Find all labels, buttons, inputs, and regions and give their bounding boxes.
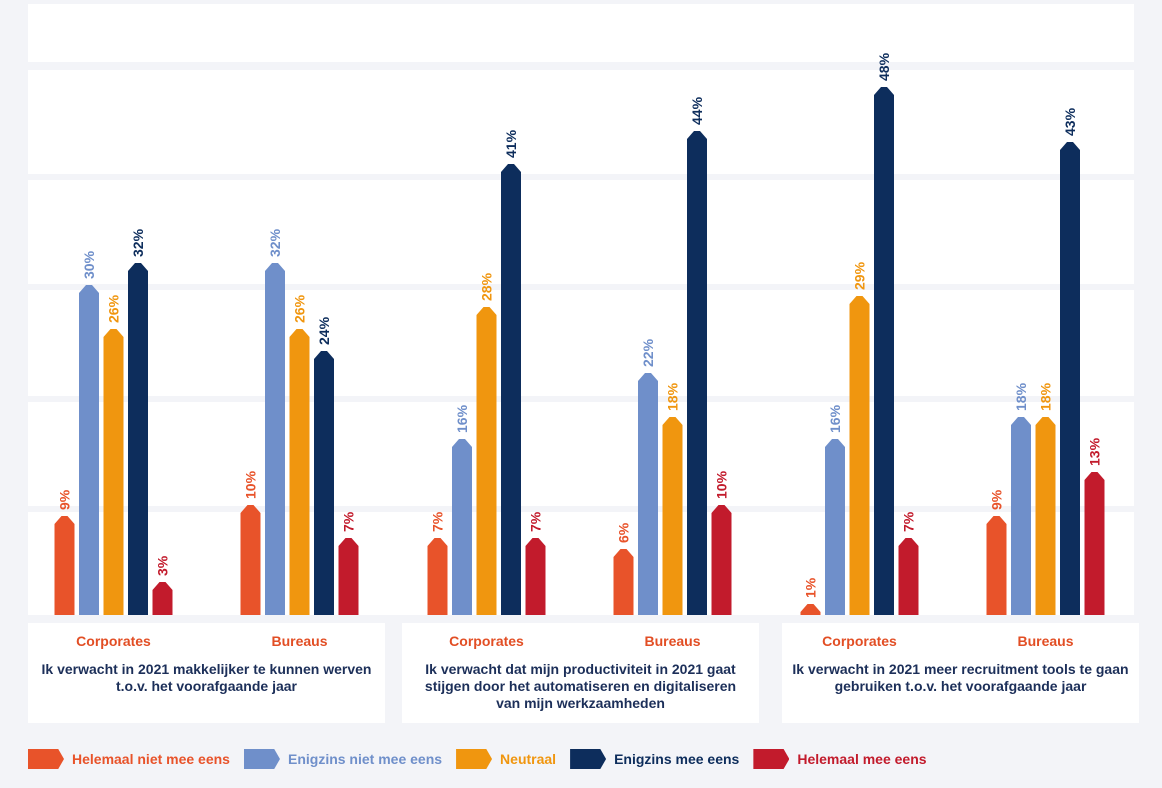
data-label: 32% — [267, 228, 283, 257]
bar — [338, 538, 359, 615]
data-label: 18% — [665, 382, 681, 411]
bar — [152, 582, 173, 615]
bar — [54, 516, 75, 615]
panel-caption: Corporates Bureaus Ik verwacht dat mijn pr… — [402, 623, 759, 723]
data-label: 24% — [316, 316, 332, 345]
legend-swatch — [243, 749, 280, 769]
legend-label: Helemaal niet mee eens — [72, 751, 230, 767]
bar — [1035, 417, 1056, 615]
data-label: 26% — [292, 294, 308, 323]
data-label: 7% — [341, 511, 357, 532]
legend-label: Helemaal mee eens — [797, 751, 927, 767]
legend-item: Helemaal niet mee eens — [28, 749, 230, 769]
bar — [476, 307, 497, 615]
bar — [452, 439, 472, 615]
data-label: 18% — [1038, 382, 1054, 411]
data-label: 18% — [1013, 382, 1029, 411]
group-label: Bureaus — [271, 633, 328, 649]
grid-band — [28, 70, 1134, 174]
panel-title: Ik verwacht in 2021 meer recruitment too… — [792, 661, 1129, 694]
data-label: 43% — [1062, 107, 1078, 136]
bar — [427, 538, 448, 615]
data-label: 1% — [803, 577, 819, 598]
panel-caption: Corporates Bureaus Ik verwacht in 2021 mee… — [782, 623, 1139, 723]
data-label: 13% — [1087, 437, 1103, 466]
legend-item: Helemaal mee eens — [753, 749, 927, 769]
grid-band — [28, 290, 1134, 396]
legend: Helemaal niet mee eens Enigzins niet mee … — [28, 746, 941, 772]
data-label: 10% — [243, 470, 259, 499]
bar — [265, 263, 285, 615]
data-label: 10% — [714, 470, 730, 499]
group-label: Bureaus — [1017, 633, 1074, 649]
bar — [898, 538, 919, 615]
bar — [240, 505, 261, 615]
bar — [662, 417, 683, 615]
bar — [128, 263, 148, 615]
data-label: 6% — [616, 522, 632, 543]
data-label: 7% — [430, 511, 446, 532]
group-label: Corporates — [822, 633, 897, 649]
data-label: 26% — [106, 294, 122, 323]
data-label: 16% — [827, 404, 843, 433]
bar — [103, 329, 124, 615]
data-label: 28% — [479, 272, 495, 301]
data-label: 48% — [876, 52, 892, 81]
legend-swatch — [456, 749, 493, 769]
panel-title: Ik verwacht dat mijn productiviteit in 2… — [424, 661, 737, 711]
data-label: 41% — [503, 129, 519, 158]
panel-caption: Corporates Bureaus Ik verwacht in 2021 mak… — [28, 623, 385, 723]
bar — [1011, 417, 1031, 615]
data-label: 29% — [852, 261, 868, 290]
grid-band — [28, 402, 1134, 506]
legend-swatch — [28, 749, 64, 769]
data-label: 7% — [528, 511, 544, 532]
bar — [986, 516, 1007, 615]
bar — [314, 351, 334, 615]
data-label: 9% — [989, 489, 1005, 510]
bar — [874, 87, 894, 615]
data-label: 22% — [640, 338, 656, 367]
group-label: Corporates — [76, 633, 151, 649]
legend-item: Enigzins niet mee eens — [243, 749, 443, 769]
grid-band — [28, 512, 1134, 615]
legend-item: Neutraal — [456, 749, 556, 769]
legend-swatch — [570, 749, 607, 769]
legend-label: Enigzins niet mee eens — [287, 751, 443, 767]
legend-label: Enigzins mee eens — [614, 751, 740, 767]
bar — [289, 329, 310, 615]
data-label: 16% — [454, 404, 470, 433]
bar — [638, 373, 658, 615]
data-label: 44% — [689, 96, 705, 125]
data-label: 9% — [57, 489, 73, 510]
grid-band — [28, 180, 1134, 284]
bar — [849, 296, 870, 615]
bar — [501, 164, 521, 615]
bar — [711, 505, 732, 615]
data-label: 3% — [155, 555, 171, 576]
data-label: 30% — [81, 250, 97, 279]
panel-title: Ik verwacht in 2021 makkelijker te kunne… — [41, 661, 372, 694]
bar — [687, 131, 707, 615]
bar — [613, 549, 634, 615]
grid-band — [28, 4, 1134, 62]
data-label: 32% — [130, 228, 146, 257]
bar — [825, 439, 845, 615]
bar — [1060, 142, 1080, 615]
legend-item: Enigzins mee eens — [570, 749, 739, 769]
group-label: Corporates — [449, 633, 524, 649]
bar-chart: 9% 30% 26% 32% 3% 10% 32% 26% 24% 7% 7% 16% 28% 41% 7%… — [28, 4, 1134, 615]
bar — [800, 604, 821, 615]
bar — [1084, 472, 1105, 615]
legend-swatch — [753, 749, 790, 769]
group-label: Bureaus — [644, 633, 701, 649]
bar — [525, 538, 546, 615]
legend-label: Neutraal — [500, 751, 557, 767]
data-label: 7% — [901, 511, 917, 532]
bar — [79, 285, 99, 615]
